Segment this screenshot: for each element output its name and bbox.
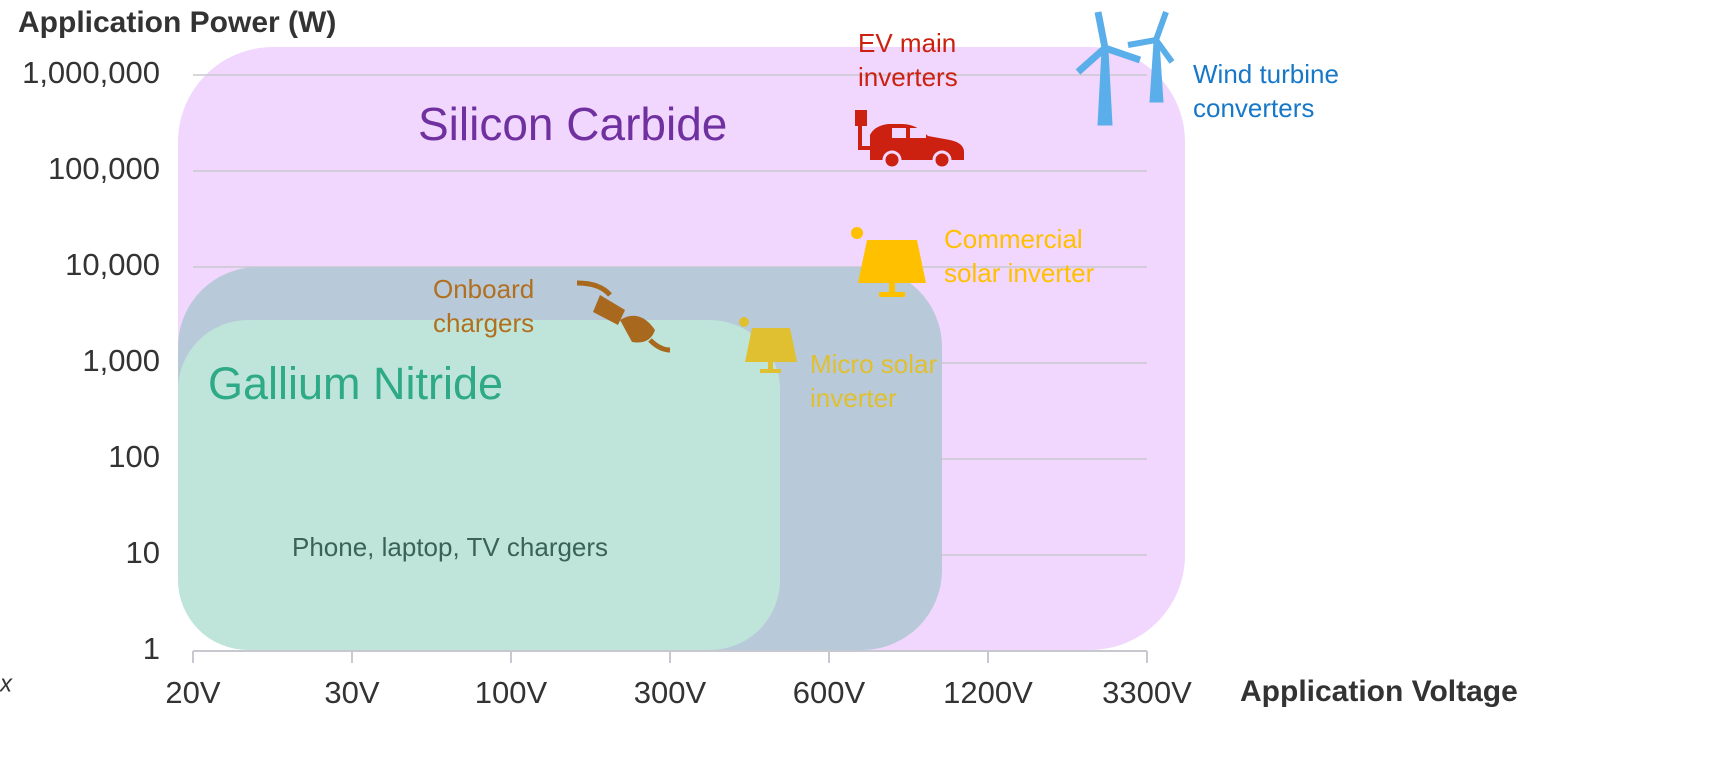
application-label: Micro solar — [810, 349, 937, 379]
region-label: Silicon Carbide — [418, 98, 727, 150]
y-tick-label: 1 — [143, 631, 160, 666]
x-tick-label: 600V — [793, 675, 866, 710]
application-label: Commercial — [944, 224, 1083, 254]
application-label: inverters — [858, 62, 958, 92]
wind-icon — [1075, 10, 1175, 126]
y-tick-label: 10,000 — [65, 247, 160, 282]
application-label: Wind turbine — [1193, 59, 1339, 89]
ev-icon — [855, 110, 964, 170]
gallium-nitride-region — [178, 320, 780, 650]
y-tick-label: 1,000 — [82, 343, 160, 378]
x-tick-label: 3300V — [1102, 675, 1192, 710]
region-label: Gallium Nitride — [208, 358, 503, 409]
application-label: chargers — [433, 308, 534, 338]
application-label: EV main — [858, 28, 956, 58]
y-axis-title: Application Power (W) — [18, 6, 336, 39]
y-tick-label: 100 — [108, 439, 160, 474]
application-label: converters — [1193, 93, 1314, 123]
x-tick-label: 300V — [634, 675, 707, 710]
stray-label: x — [0, 670, 13, 697]
y-tick-label: 10 — [126, 535, 160, 570]
x-tick-label: 100V — [475, 675, 548, 710]
application-label: Phone, laptop, TV chargers — [292, 532, 608, 562]
x-axis-title: Application Voltage — [1240, 675, 1518, 708]
application-label: Onboard — [433, 274, 534, 304]
x-tick-label: 1200V — [943, 675, 1033, 710]
application-label: solar inverter — [944, 258, 1095, 288]
micro-solar-icon — [739, 317, 797, 373]
x-tick-label: 30V — [324, 675, 379, 710]
application-label: inverter — [810, 383, 897, 413]
y-tick-label: 1,000,000 — [22, 55, 160, 90]
commercial-solar-icon — [851, 227, 926, 297]
y-tick-label: 100,000 — [48, 151, 160, 186]
x-tick-label: 20V — [165, 675, 220, 710]
plug-icon — [576, 280, 671, 353]
